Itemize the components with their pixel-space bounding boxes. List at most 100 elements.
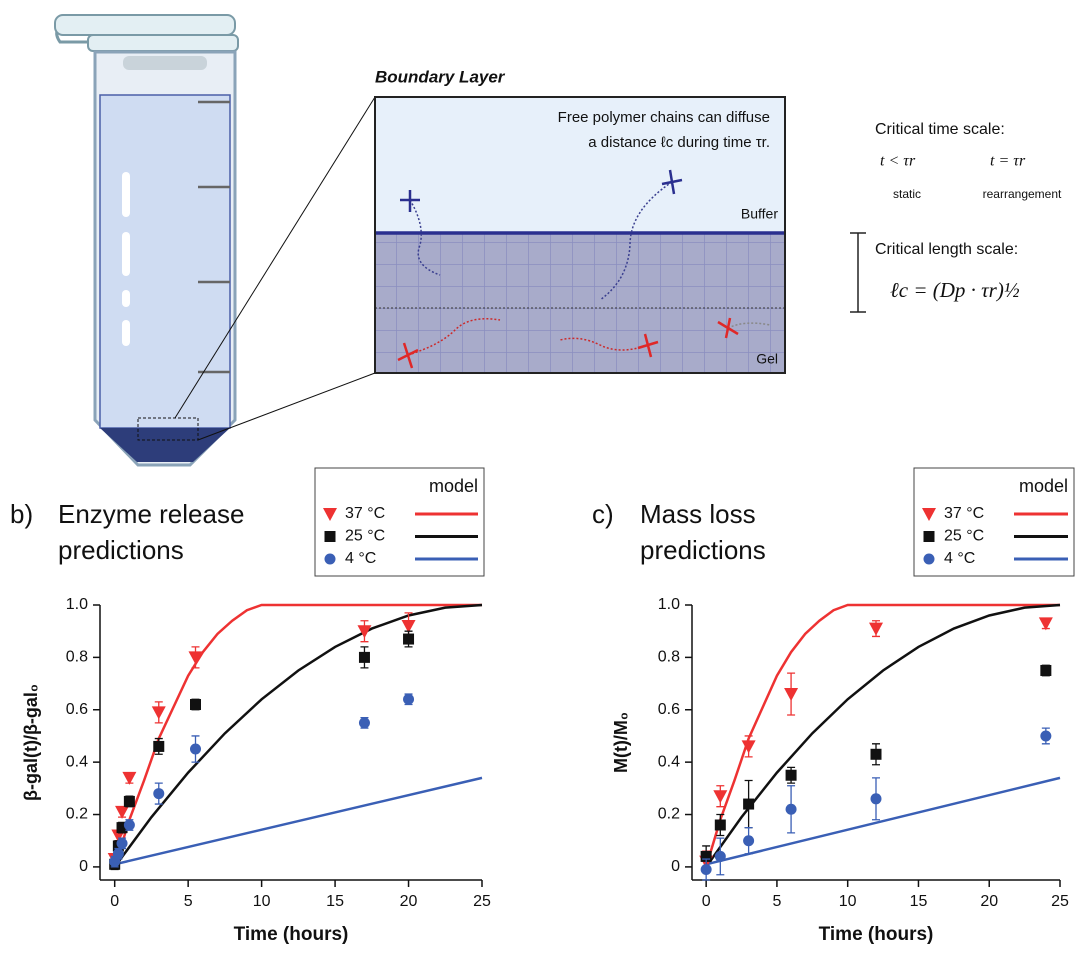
x-tick-label: 5: [184, 893, 193, 910]
data-point: [153, 788, 165, 800]
y-tick-label: 1.0: [658, 596, 680, 613]
model-line: [113, 603, 483, 868]
legend-marker: [923, 553, 935, 565]
data-point: [741, 740, 756, 754]
data-point: [700, 850, 712, 862]
y-axis-label: M(t)/M₀: [611, 712, 631, 773]
data-point: [713, 790, 728, 804]
time-case: t < τr: [880, 153, 916, 170]
legend-label: 4 °C: [345, 550, 376, 567]
data-point: [743, 835, 755, 847]
time-title: Critical time scale:: [875, 121, 1005, 138]
model-line: [113, 603, 482, 868]
data-point: [743, 798, 755, 810]
x-axis-label: Time (hours): [234, 924, 349, 945]
model-line: [704, 603, 1060, 868]
tube: [54, 14, 376, 467]
data-point: [151, 706, 166, 720]
buffer-label: Buffer: [741, 206, 778, 222]
data-point: [357, 625, 372, 639]
model-line: [705, 776, 1061, 866]
x-tick-label: 25: [473, 893, 491, 910]
model-line: [705, 603, 1061, 868]
data-point: [116, 822, 128, 834]
y-tick-label: 1.0: [66, 596, 88, 613]
data-point: [785, 769, 797, 781]
gel-label: Gel: [756, 351, 778, 367]
data-point: [190, 699, 201, 711]
y-axis-label: β-gal(t)/β-gal₀: [21, 684, 41, 801]
data-point: [714, 819, 726, 831]
data-point: [116, 837, 128, 849]
legend-marker: [323, 508, 337, 521]
data-point: [115, 805, 130, 819]
data-point: [784, 688, 799, 702]
boundary-box: [374, 96, 866, 374]
x-tick-label: 10: [253, 893, 271, 910]
legend-marker: [324, 531, 336, 542]
panel-label: c): [592, 499, 614, 529]
legend-title: model: [429, 476, 478, 496]
y-tick-label: 0: [671, 858, 680, 875]
y-tick-label: 0: [79, 858, 88, 875]
data-point: [1038, 617, 1053, 631]
time-regime: rearrangement: [983, 187, 1062, 201]
time-regime: static: [893, 187, 921, 201]
legend-marker: [923, 531, 935, 542]
x-tick-label: 20: [400, 893, 418, 910]
data-point: [700, 864, 712, 876]
x-tick-label: 25: [1051, 893, 1069, 910]
model-line: [114, 776, 483, 866]
data-point: [870, 793, 882, 805]
data-point: [401, 619, 416, 633]
legend-label: 37 °C: [944, 505, 984, 522]
y-tick-label: 0.2: [66, 806, 88, 823]
time-case: t = τr: [990, 153, 1026, 170]
data-point: [112, 848, 124, 860]
data-point: [188, 651, 203, 665]
data-point: [122, 771, 137, 785]
note: Free polymer chains can diffuse: [558, 109, 770, 126]
data-point: [785, 803, 797, 815]
legend-marker: [324, 553, 336, 565]
x-tick-label: 15: [326, 893, 344, 910]
data-point: [123, 795, 135, 807]
chart-title: Enzyme release predictions: [58, 499, 245, 565]
legend-marker: [922, 508, 936, 521]
data-point: [403, 633, 415, 645]
data-point: [358, 651, 370, 663]
chart-title: Mass loss predictions: [640, 499, 766, 565]
data-point: [123, 819, 135, 831]
x-tick-label: 0: [702, 893, 711, 910]
x-tick-label: 0: [110, 893, 119, 910]
legend-label: 25 °C: [944, 528, 984, 545]
length-title: Critical length scale:: [875, 241, 1018, 258]
x-tick-label: 5: [772, 893, 781, 910]
y-tick-label: 0.6: [658, 701, 680, 718]
note: a distance ℓc during time τr.: [588, 134, 770, 151]
y-tick-label: 0.6: [66, 701, 88, 718]
data-point: [1040, 730, 1052, 742]
boundary-title: Boundary Layer: [375, 67, 506, 86]
length-formula: ℓc = (Dp · τr)½: [890, 278, 1020, 302]
panel-label: b): [10, 499, 34, 529]
legend-label: 25 °C: [345, 528, 385, 545]
data-point: [870, 748, 882, 760]
x-tick-label: 15: [910, 893, 928, 910]
x-tick-label: 10: [839, 893, 857, 910]
legend-label: 4 °C: [944, 550, 975, 567]
y-tick-label: 0.8: [66, 649, 88, 666]
data-point: [190, 743, 201, 755]
y-tick-label: 0.8: [658, 649, 680, 666]
data-point: [358, 717, 370, 729]
data-point: [714, 850, 726, 862]
legend-title: model: [1019, 476, 1068, 496]
y-tick-label: 0.4: [66, 753, 88, 770]
legend-label: 37 °C: [345, 505, 385, 522]
data-point: [869, 622, 883, 636]
x-tick-label: 20: [980, 893, 998, 910]
data-point: [403, 693, 415, 705]
data-point: [153, 740, 165, 752]
